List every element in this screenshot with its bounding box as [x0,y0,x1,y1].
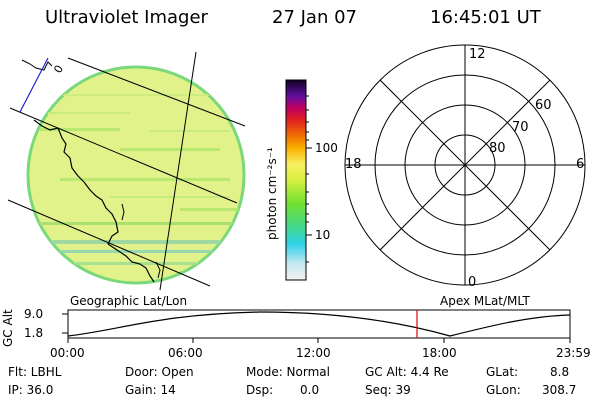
glat-label: GLat: [486,365,519,379]
date-label: 27 Jan 07 [272,7,357,28]
uv-disk [26,65,246,285]
seq-status: Seq: 39 [365,383,411,397]
mlt-label-18: 18 [345,157,362,172]
colorbar-units-label: photon cm⁻²s⁻¹ [265,147,279,240]
mlt-label-0: 0 [468,275,477,290]
svg-text:0: 0 [51,63,66,76]
ip-status: IP: 36.0 [8,383,54,397]
colorbar-tick-10: 10 [315,228,331,242]
time-tick-2359: 23:59 [556,346,591,360]
glat-value: 8.8 [550,365,570,379]
time-tick-0600: 06:00 [168,346,203,360]
coastline [33,119,155,283]
gain-status: Gain: 14 [125,383,176,397]
alt-tick-9: 9.0 [24,307,44,321]
mlat-label-70: 70 [512,120,529,135]
mlt-label-12: 12 [469,47,486,62]
time-label: 16:45:01 UT [430,7,541,28]
geo-grid [7,51,246,291]
mlat-label-80: 80 [489,141,506,156]
gc-alt-axis-label: GC Alt [1,309,15,347]
colorbar-tick-100: 100 [315,141,338,155]
time-tick-1200: 12:00 [296,346,331,360]
dsp-value: 0.0 [300,383,320,397]
glon-label: GLon: [486,383,521,397]
alt-tick-1-8: 1.8 [24,326,44,340]
mlt-label-6: 6 [576,157,585,172]
polar-grid [344,44,586,286]
filter-status: Flt: LBHL [8,365,62,379]
gc-alt-status: GC Alt: 4.4 Re [365,365,449,379]
geo-latlon-label: Geographic Lat/Lon [70,294,188,308]
time-tick-0000: 00:00 [50,346,85,360]
time-tick-1800: 18:00 [422,346,457,360]
instrument-title: Ultraviolet Imager [45,7,208,28]
apex-mlat-label: Apex MLat/MLT [440,294,530,308]
mlat-label-60: 60 [535,98,552,113]
mode-status: Mode: Normal [246,365,330,379]
altitude-plot [62,309,571,343]
colorbar [285,79,307,281]
dsp-label: Dsp: [246,383,274,397]
door-status: Door: Open [125,365,194,379]
glon-value: 308.7 [542,383,577,397]
terminator-line [19,57,49,113]
